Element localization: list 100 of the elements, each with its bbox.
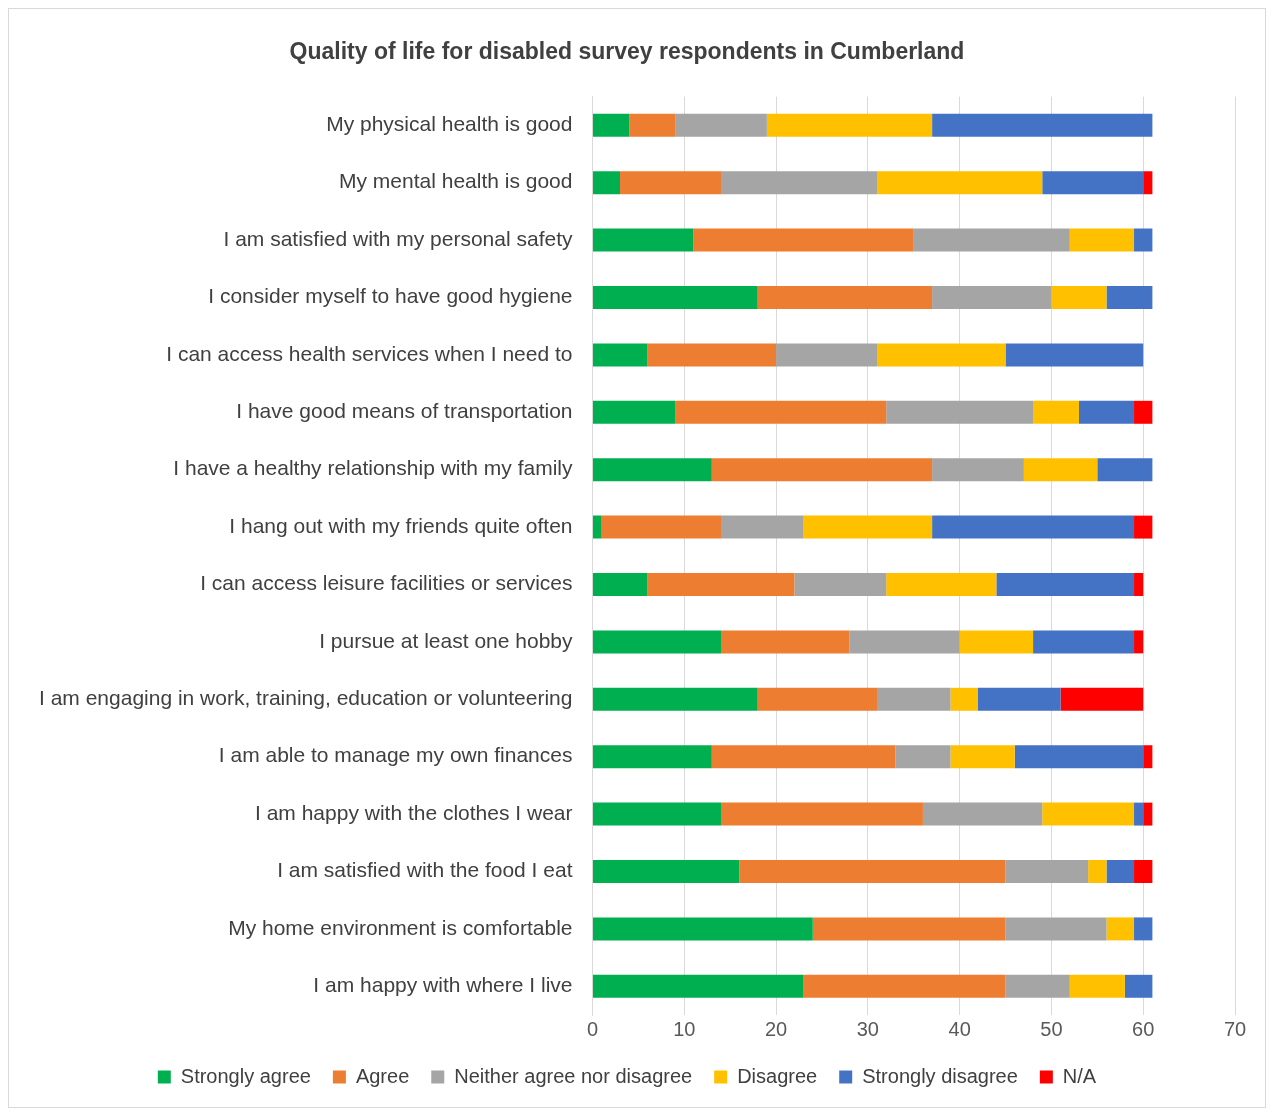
y-tick-label: I consider myself to have good hygiene — [208, 284, 573, 308]
bar — [1078, 400, 1135, 424]
y-tick-label: My home environment is comfortable — [228, 915, 573, 939]
bar — [592, 515, 602, 539]
bar — [592, 113, 630, 137]
bar — [877, 343, 1006, 367]
bar — [959, 630, 1034, 654]
bar — [592, 630, 721, 654]
legend-label: N/A — [1062, 1064, 1097, 1087]
bar — [711, 745, 896, 769]
bar — [1005, 917, 1107, 941]
y-tick-label: I am satisfied with my personal safety — [223, 226, 573, 250]
bar — [592, 286, 758, 309]
bar — [1134, 573, 1144, 596]
x-tick-label: 10 — [673, 1017, 696, 1040]
bar — [766, 113, 933, 137]
bar — [720, 802, 923, 826]
bar — [1042, 171, 1144, 195]
legend-label: Strongly disagree — [862, 1064, 1018, 1087]
y-tick-label: I am happy with the clothes I wear — [254, 800, 573, 824]
bar — [932, 458, 1024, 482]
x-tick-label: 30 — [856, 1017, 879, 1040]
y-tick-label: I have a healthy relationship with my family — [173, 456, 573, 480]
y-tick-label: I can access health services when I need to — [166, 341, 573, 365]
bar — [1134, 860, 1153, 883]
y-tick-label: I am satisfied with the food I eat — [277, 858, 573, 882]
bar — [592, 228, 694, 252]
bar — [978, 687, 1061, 711]
bar — [1134, 802, 1144, 826]
legend-label: Agree — [355, 1064, 410, 1087]
bar — [629, 113, 676, 137]
bar — [592, 400, 676, 424]
bar — [776, 343, 878, 367]
bar — [1005, 974, 1070, 998]
y-tick-label: I have good means of transportation — [236, 399, 573, 423]
chart-title: Quality of life for disabled survey respondents in Cumberland — [289, 38, 965, 65]
bar — [1005, 343, 1144, 367]
bar — [592, 860, 740, 883]
bar — [1134, 630, 1144, 654]
bar — [1023, 458, 1098, 482]
bar — [1060, 687, 1144, 711]
bar — [647, 573, 795, 596]
bar — [1005, 860, 1089, 883]
bar — [803, 515, 933, 539]
bar — [620, 171, 721, 195]
bar — [1143, 802, 1153, 826]
x-tick-label: 50 — [1040, 1017, 1063, 1040]
bar — [1051, 286, 1107, 309]
bar — [1033, 630, 1135, 654]
bar — [932, 286, 1052, 309]
bar — [886, 573, 997, 596]
bar — [1069, 228, 1135, 252]
legend-label: Disagree — [737, 1064, 818, 1087]
bar — [592, 573, 648, 596]
bar — [803, 974, 1006, 998]
bar — [592, 171, 621, 195]
bar — [592, 458, 712, 482]
bar — [1014, 745, 1144, 769]
bar — [592, 974, 804, 998]
y-tick-label: I hang out with my friends quite often — [229, 513, 573, 537]
bar — [1106, 286, 1153, 309]
bar — [1106, 917, 1135, 941]
bar — [592, 343, 648, 367]
legend-label: Strongly agree — [180, 1064, 311, 1087]
bar — [720, 515, 804, 539]
bar — [592, 802, 721, 826]
x-tick-label: 0 — [586, 1017, 599, 1040]
bar — [1143, 171, 1153, 195]
bar — [922, 802, 1043, 826]
bar — [601, 515, 721, 539]
y-tick-label: I am engaging in work, training, education or volunteering — [38, 686, 573, 710]
bar — [932, 113, 1153, 137]
bar — [1088, 860, 1107, 883]
x-tick-label: 40 — [948, 1017, 971, 1040]
bar — [720, 171, 878, 195]
bar — [950, 745, 1015, 769]
y-tick-label: I pursue at least one hobby — [319, 628, 573, 652]
bar — [739, 860, 1006, 883]
bar — [895, 745, 951, 769]
bar — [1033, 400, 1079, 424]
bar — [1143, 745, 1153, 769]
bar — [794, 573, 887, 596]
bar — [693, 228, 914, 252]
bar — [592, 687, 758, 711]
y-tick-label: I am able to manage my own finances — [218, 743, 573, 767]
bar — [886, 400, 1034, 424]
bar — [757, 286, 933, 309]
y-tick-label: I can access leisure facilities or services — [200, 571, 573, 595]
bar — [849, 630, 960, 654]
bar — [592, 745, 712, 769]
bar — [932, 515, 1135, 539]
bar — [1069, 974, 1125, 998]
bar — [757, 687, 878, 711]
bar — [720, 630, 850, 654]
bar — [1106, 860, 1135, 883]
bar — [1134, 228, 1153, 252]
bar — [1134, 400, 1153, 424]
bar — [877, 171, 1043, 195]
bar — [913, 228, 1070, 252]
bar — [1134, 917, 1153, 941]
